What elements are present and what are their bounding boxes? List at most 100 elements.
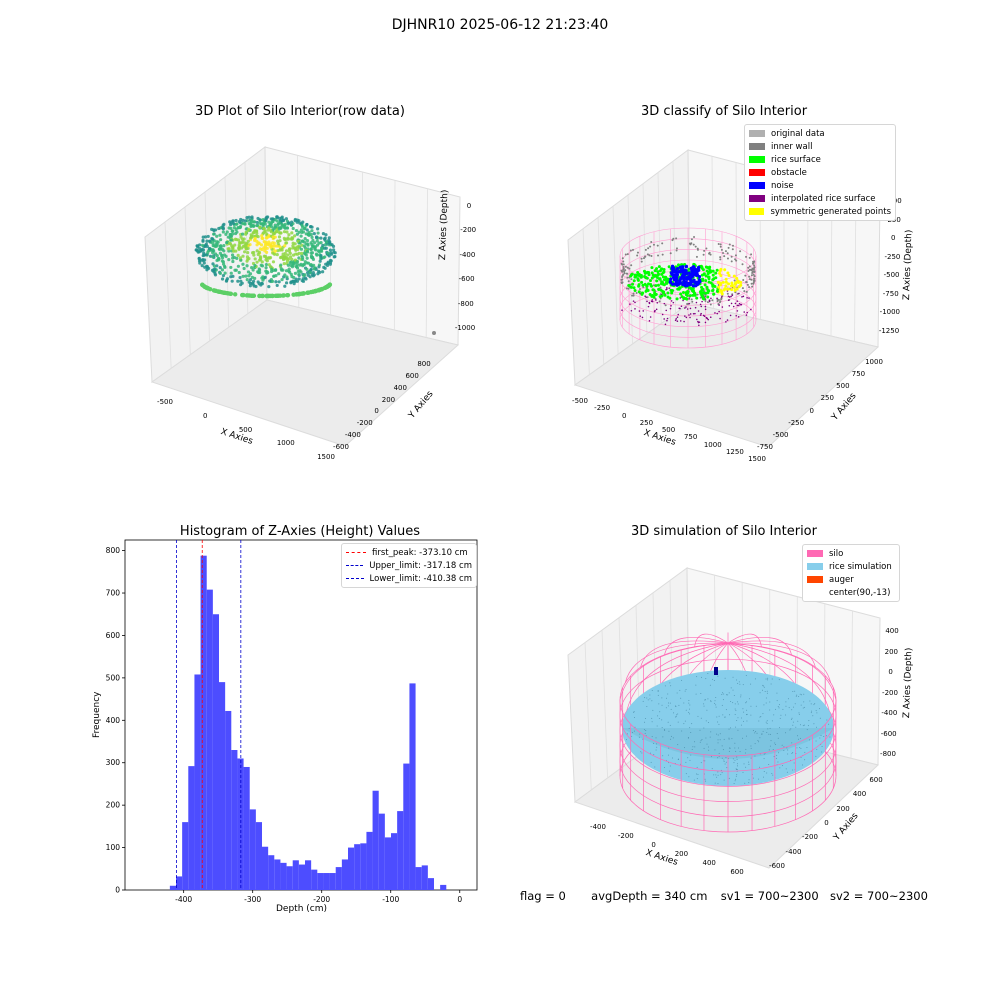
histogram-bar bbox=[212, 614, 220, 890]
classify-z-tick: -1000 bbox=[879, 308, 901, 317]
legend-entry: inner wall bbox=[749, 140, 891, 153]
simulation-x-tick: 600 bbox=[730, 868, 744, 876]
classify-z-tick: -750 bbox=[882, 289, 899, 298]
histogram-x-tick: -100 bbox=[382, 895, 399, 904]
legend-swatch bbox=[807, 576, 823, 583]
legend-swatch bbox=[807, 589, 823, 596]
legend-label: symmetric generated points bbox=[770, 206, 891, 217]
histogram-y-tick: 300 bbox=[106, 758, 121, 767]
legend-label: silo bbox=[829, 548, 844, 559]
raw-y-label: Y Axies bbox=[406, 389, 436, 421]
histogram-bar bbox=[176, 876, 183, 890]
legend-entry: center(90,-13) bbox=[807, 586, 895, 599]
histogram-bar bbox=[182, 822, 189, 890]
histogram-bar bbox=[194, 674, 201, 890]
legend-label: auger bbox=[829, 574, 854, 585]
histogram-x-tick: -200 bbox=[313, 895, 330, 904]
classify-y-label: Y Axies bbox=[829, 391, 859, 423]
simulation-y-tick: 0 bbox=[824, 819, 829, 827]
simulation-legend: silo rice simulation auger center(90,-13) bbox=[802, 544, 900, 602]
simulation-y-tick: 200 bbox=[836, 804, 850, 813]
simulation-z-tick: 0 bbox=[888, 668, 893, 676]
legend-swatch bbox=[807, 550, 823, 557]
legend-swatch bbox=[749, 156, 765, 163]
legend-entry: interpolated rice surface bbox=[749, 192, 891, 205]
legend-entry: original data bbox=[749, 127, 891, 140]
legend-entry: obstacle bbox=[749, 166, 891, 179]
flag-text: flag = 0 bbox=[520, 889, 566, 903]
classify-x-tick: 0 bbox=[622, 411, 627, 420]
classify-y-tick: -500 bbox=[772, 430, 789, 439]
simulation-z-tick: 400 bbox=[885, 627, 899, 635]
classify-z-tick: -500 bbox=[883, 271, 900, 280]
simulation-z-tick: -200 bbox=[882, 688, 898, 697]
raw-y-tick: 0 bbox=[374, 407, 379, 416]
histogram-bar bbox=[169, 885, 177, 890]
raw-z-tick: -200 bbox=[460, 226, 477, 235]
raw-z-tick: -600 bbox=[458, 275, 475, 284]
legend-label: first_peak: -373.10 cm bbox=[372, 547, 468, 558]
histogram-bar bbox=[421, 865, 428, 890]
histogram-x-tick: -300 bbox=[244, 895, 261, 904]
histogram-x-label: Depth (cm) bbox=[276, 904, 328, 914]
figure-title: DJHNR10 2025-06-12 21:23:40 bbox=[391, 17, 609, 33]
classify-x-tick: 250 bbox=[639, 418, 654, 427]
simulation-plot-title: 3D simulation of Silo Interior bbox=[631, 524, 817, 539]
legend-entry: Upper_limit: -317.18 cm bbox=[346, 559, 472, 572]
avg-depth-text: avgDepth = 340 cm bbox=[591, 889, 708, 903]
legend-label: interpolated rice surface bbox=[771, 193, 876, 204]
histogram-bar bbox=[280, 862, 287, 890]
raw-y-tick: 800 bbox=[417, 360, 431, 368]
raw-y-tick: 400 bbox=[393, 383, 407, 392]
histogram-y-tick: 500 bbox=[106, 673, 121, 682]
raw-z-tick: -1000 bbox=[454, 324, 476, 332]
simulation-x-tick: -400 bbox=[590, 823, 606, 831]
histogram-title: Histogram of Z-Axies (Height) Values bbox=[179, 524, 421, 539]
histogram-y-tick: 400 bbox=[106, 716, 121, 725]
histogram-bar bbox=[335, 867, 342, 890]
legend-swatch bbox=[807, 563, 823, 570]
legend-swatch bbox=[749, 130, 765, 137]
classify-x-tick: 1250 bbox=[725, 447, 744, 456]
simulation-z-tick: -800 bbox=[880, 750, 896, 758]
histogram-bar bbox=[403, 763, 410, 890]
classify-x-tick: 1000 bbox=[703, 440, 722, 449]
raw-y-tick: 200 bbox=[381, 395, 396, 404]
raw-y-tick: -400 bbox=[344, 431, 361, 440]
simulation-x-tick: 0 bbox=[651, 841, 656, 849]
raw-plot-title: 3D Plot of Silo Interior(row data) bbox=[195, 104, 405, 119]
simulation-y-tick: 600 bbox=[869, 776, 883, 784]
simulation-y-tick: -600 bbox=[769, 862, 785, 870]
histogram-bar bbox=[372, 790, 379, 890]
raw-y-tick: -600 bbox=[333, 443, 349, 451]
histogram-bar bbox=[200, 555, 207, 890]
simulation-x-tick: 400 bbox=[702, 859, 716, 867]
histogram-bar bbox=[268, 855, 275, 890]
histogram-bar bbox=[323, 873, 330, 890]
raw-z-tick: 0 bbox=[466, 202, 472, 210]
histogram-bar bbox=[427, 878, 435, 890]
legend-label: original data bbox=[771, 128, 825, 139]
histogram-bar bbox=[366, 831, 373, 890]
histogram-x-tick: -400 bbox=[175, 895, 192, 904]
raw-z-label: Z Axies (Depth) bbox=[438, 189, 451, 261]
simulation-y-tick: -200 bbox=[802, 833, 818, 842]
histogram-bar bbox=[440, 884, 447, 890]
histogram-bar bbox=[384, 837, 392, 890]
histogram-bar bbox=[249, 809, 256, 890]
legend-swatch bbox=[749, 208, 765, 215]
histogram-legend: first_peak: -373.10 cm Upper_limit: -317.… bbox=[341, 543, 477, 588]
legend-label: rice simulation bbox=[829, 561, 892, 572]
histogram-bar bbox=[329, 873, 336, 890]
legend-swatch bbox=[749, 182, 765, 189]
legend-swatch bbox=[749, 169, 765, 176]
histogram-y-tick: 700 bbox=[106, 589, 121, 598]
raw-x-tick: 500 bbox=[238, 425, 253, 434]
simulation-y-tick: 400 bbox=[852, 790, 867, 799]
histogram-bar bbox=[298, 864, 306, 890]
histogram-y-tick: 200 bbox=[106, 801, 121, 810]
raw-x-tick: 1000 bbox=[276, 439, 295, 448]
histogram-bar bbox=[237, 758, 244, 890]
simulation-z-tick: 200 bbox=[884, 647, 899, 656]
histogram-bar bbox=[348, 847, 355, 890]
